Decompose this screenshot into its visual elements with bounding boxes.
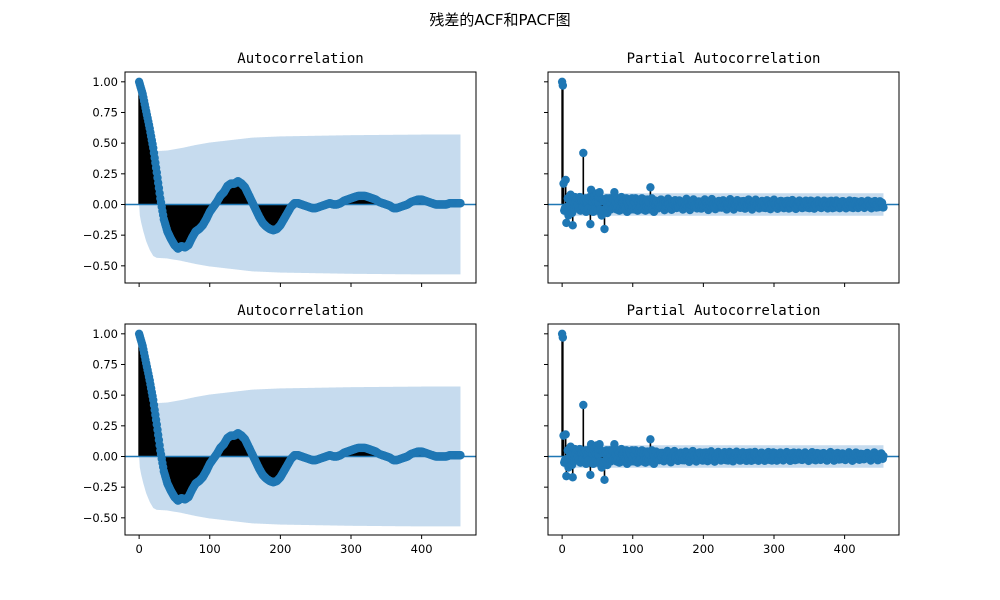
acf-bottom-chart: Autocorrelation −0.50 −0.25 0.00 0.25 0.50 0.… — [83, 303, 477, 556]
marker-lag-6 — [562, 471, 571, 481]
y-tick-label: 1.00 — [92, 327, 118, 341]
acf-top-chart: Autocorrelation −0.50 −0.25 0.00 0.25 0.50 0.… — [83, 51, 477, 287]
x-tick-label: 0 — [558, 542, 565, 556]
marker-lag-30 — [579, 148, 588, 158]
marker-lag-30 — [579, 400, 588, 410]
x-tick-label: 300 — [763, 542, 785, 556]
x-tick-label: 300 — [340, 542, 362, 556]
plot-area — [548, 329, 899, 484]
marker-lag-455 — [879, 203, 888, 212]
pacf-bottom-title: Partial Autocorrelation — [627, 303, 821, 319]
pacf-top-title: Partial Autocorrelation — [627, 51, 821, 67]
axes-frame — [124, 323, 477, 536]
marker-lag-15 — [568, 473, 577, 482]
pacf-top-chart: Partial Autocorrelation — [544, 51, 900, 287]
y-tick-label: 0.25 — [92, 167, 118, 181]
plot-area — [125, 329, 476, 527]
x-tick-label: 0 — [135, 542, 142, 556]
x-tick-label: 200 — [269, 542, 291, 556]
y-tick-label: 0.25 — [92, 419, 118, 433]
axes-frame — [124, 71, 477, 284]
figure-title: 残差的ACF和PACF图 — [429, 11, 570, 29]
y-tick-label: 0.50 — [92, 136, 118, 150]
marker-lag-15 — [568, 221, 577, 230]
acf-top-title: Autocorrelation — [237, 51, 363, 67]
marker-lag-40 — [586, 470, 595, 480]
marker-lag-5 — [561, 175, 570, 185]
y-tick-label: −0.25 — [83, 480, 118, 494]
marker-lag-1 — [558, 333, 568, 342]
marker-lag-5 — [561, 430, 570, 439]
marker-lag-1 — [558, 81, 568, 90]
y-tick-label: −0.50 — [83, 259, 118, 273]
x-tick-label: 100 — [622, 542, 644, 556]
marker-lag-40 — [586, 219, 595, 229]
y-tick-label: 0.50 — [92, 388, 118, 402]
marker-lag-125 — [646, 435, 655, 444]
pacf-bottom-chart: Partial Autocorrelation 0 100 200 300 400 — [544, 303, 900, 556]
y-tick-label: −0.25 — [83, 228, 118, 242]
y-tick-label: −0.50 — [83, 511, 118, 525]
markers — [557, 77, 888, 234]
x-tick-label: 100 — [199, 542, 221, 556]
markers — [557, 329, 888, 484]
y-tick-label: 0.75 — [92, 105, 118, 119]
y-tick-label: 1.00 — [92, 75, 118, 89]
x-tick-label: 400 — [834, 542, 856, 556]
markers — [134, 77, 465, 253]
marker-lag-455 — [456, 451, 465, 460]
marker-lag-6 — [562, 218, 571, 228]
y-tick-label: 0.75 — [92, 357, 118, 371]
plot-area — [125, 77, 476, 275]
acf-bottom-title: Autocorrelation — [237, 303, 363, 319]
marker-lag-60 — [600, 475, 609, 484]
marker-lag-455 — [456, 199, 465, 208]
marker-lag-60 — [600, 224, 609, 234]
plot-area — [548, 77, 899, 234]
y-tick-label: 0.00 — [92, 449, 118, 463]
markers — [134, 329, 465, 505]
marker-lag-125 — [646, 183, 655, 192]
y-tick-label: 0.00 — [92, 197, 118, 211]
axes-frame — [547, 71, 900, 284]
x-tick-label: 400 — [411, 542, 433, 556]
axes-frame — [547, 323, 900, 536]
marker-lag-455 — [879, 451, 888, 461]
x-tick-label: 200 — [692, 542, 714, 556]
